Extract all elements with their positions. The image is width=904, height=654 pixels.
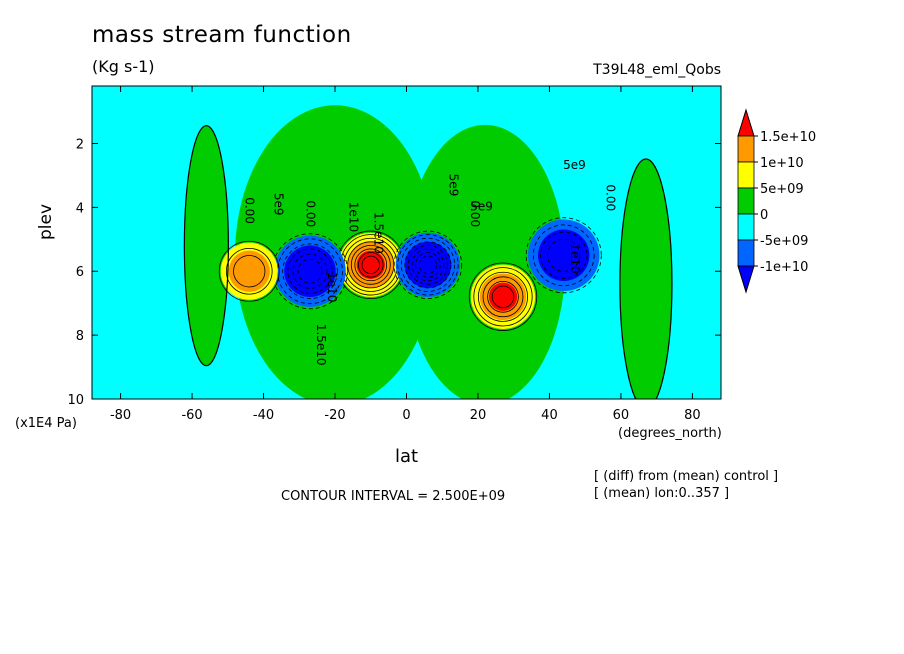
note-mean: [ (mean) lon:0..357 ] (594, 486, 730, 501)
colorbar-label: -5e+09 (760, 234, 808, 249)
contour-label: 0.00 (243, 197, 257, 224)
green-region (184, 125, 229, 366)
colorbar-segment (737, 213, 755, 241)
cell-0-contour-4 (350, 244, 391, 285)
x-tick-label: 20 (470, 408, 487, 423)
colorbar-label: 1e+10 (760, 156, 804, 171)
colorbar-label: 0 (760, 208, 768, 223)
contour-label: 1.5e10 (371, 212, 385, 254)
contour-fill (183, 105, 673, 399)
y-tick-label: 8 (76, 329, 84, 344)
cell-5-contour-2 (540, 231, 588, 279)
x-tick-label: -40 (253, 408, 274, 423)
cell-4-contour-1 (225, 247, 273, 295)
zero-contour (183, 125, 229, 367)
contour-label: 0.00 (468, 200, 482, 227)
y-tick-label: 6 (76, 265, 84, 280)
x-axis-units: (degrees_north) (618, 426, 722, 441)
contour-label: 5e9 (446, 174, 460, 197)
x-tick-label: -20 (324, 408, 345, 423)
cell-1-contour-3 (404, 241, 452, 289)
cell-5-contour-1 (532, 224, 595, 287)
x-tick-label: -60 (181, 408, 202, 423)
cell-3-level-2 (488, 282, 518, 311)
contour-label: 5e9 (271, 193, 285, 216)
cell-1-level-1 (404, 241, 452, 289)
chart-units: (Kg s-1) (92, 57, 155, 76)
contour-interval: CONTOUR INTERVAL = 2.500E+09 (281, 489, 506, 504)
plot-area (91, 85, 722, 400)
cell-0-level-2 (356, 250, 385, 280)
cell-1-contour-1 (397, 234, 459, 296)
colorbar-label: -1e+10 (760, 260, 808, 275)
cell-1-contour-4 (408, 244, 448, 285)
colorbar-bottom-arrow (737, 265, 755, 294)
cell-2-contour-3 (287, 248, 333, 294)
x-tick-label: 60 (613, 408, 630, 423)
colorbar-segment (737, 187, 755, 215)
cell-1-contour-5 (411, 248, 445, 282)
colorbar-top-arrow (737, 108, 755, 137)
contour-label: 5e9 (563, 158, 586, 172)
colorbar-segment (737, 239, 755, 267)
x-axis-label: lat (395, 446, 419, 467)
x-tick-label: 40 (541, 408, 558, 423)
colorbar-segment (737, 135, 755, 163)
cell-2-contour-4 (292, 253, 328, 289)
colorbar-label: 1.5e+10 (760, 130, 816, 145)
y-axis-units: (x1E4 Pa) (15, 416, 77, 431)
y-tick-label: 2 (76, 137, 84, 152)
colorbar-segment (737, 161, 755, 189)
cell-2-contour-0 (272, 233, 348, 310)
cell-2-contour-5 (297, 258, 323, 284)
cell-1-contour-0 (393, 230, 463, 300)
contour-label: 1e10 (568, 243, 582, 273)
cell-5-level-1 (538, 229, 590, 282)
y-tick-label: 4 (76, 201, 84, 216)
axes: -80 -60 -40 -20 0 20 40 60 80 2 4 6 8 10 (67, 86, 721, 423)
cell-4-level-1 (228, 250, 270, 292)
cell-3-contour-0 (468, 262, 538, 331)
note-diff: [ (diff) from (mean) control ] (594, 469, 779, 484)
cell-4-contour-0 (218, 240, 280, 302)
cell-1-contour-7 (418, 255, 438, 275)
chart-title: mass stream function (92, 22, 352, 48)
cell-1-contour-2 (400, 237, 455, 292)
cell-3-contour-2 (478, 271, 528, 322)
green-region (405, 124, 566, 399)
green-region (619, 159, 672, 399)
cell-0-contour-7 (361, 255, 380, 275)
colorbar: 1.5e+10 1e+10 5e+09 0 -5e+09 -1e+10 (737, 108, 816, 294)
contour-label: 1e10 (346, 202, 360, 232)
cell-2-contour-2 (282, 243, 338, 299)
y-tick-label: 10 (67, 393, 84, 408)
cell-3-contour-3 (482, 276, 524, 318)
run-label: T39L48_eml_Qobs (593, 62, 721, 78)
contour-label: 1.5e10 (314, 324, 328, 366)
contour-label: 5e9 (470, 200, 493, 214)
cell-0-contour-5 (354, 248, 388, 282)
x-tick-label: 80 (684, 408, 701, 423)
cell-4-contour-2 (233, 255, 266, 288)
contour-label: 0.00 (604, 184, 618, 211)
cell-5-contour-0 (525, 217, 602, 294)
cell-5-contour-3 (547, 238, 581, 272)
cell-2-level-1 (284, 245, 336, 297)
cell-1-contour-6 (415, 252, 441, 278)
x-tick-label: 0 (402, 408, 410, 423)
contour-label: 1e10 (325, 272, 339, 302)
colorbar-label: 5e+09 (760, 182, 804, 197)
cell-0-contour-6 (358, 252, 384, 278)
cell-3-contour-5 (491, 285, 515, 308)
cell-3-contour-1 (473, 267, 533, 327)
zero-contour (619, 158, 673, 399)
contour-label: 0.00 (303, 200, 317, 227)
x-tick-label: -80 (110, 408, 131, 423)
cell-3-contour-4 (487, 281, 519, 313)
